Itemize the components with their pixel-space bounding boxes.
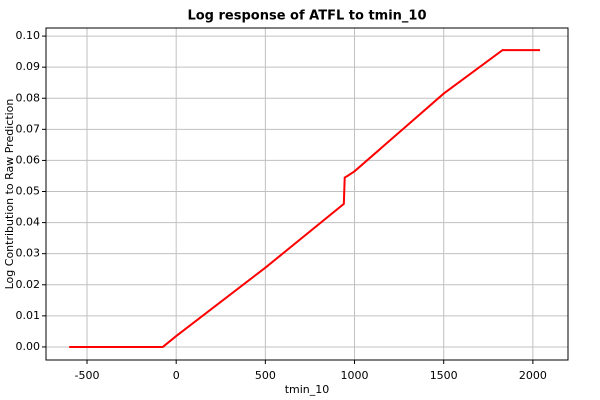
x-tick-label: 1000: [341, 369, 369, 382]
y-tick-label: 0.00: [16, 340, 41, 353]
x-tick-label: -500: [75, 369, 100, 382]
data-line: [69, 49, 541, 348]
y-tick-label: 0.05: [16, 185, 41, 198]
y-tick-label: 0.07: [16, 122, 41, 135]
y-tick-label: 0.04: [16, 216, 41, 229]
plot-frame: [45, 27, 569, 361]
y-axis-label: Log Contribution to Raw Prediction: [3, 99, 16, 290]
x-axis-label: tmin_10: [285, 383, 330, 396]
y-tick-label: 0.01: [16, 309, 41, 322]
x-tick-label: 500: [255, 369, 276, 382]
chart-title: Log response of ATFL to tmin_10: [187, 9, 426, 24]
y-tick-label: 0.10: [16, 29, 41, 42]
x-tick-label: 2000: [519, 369, 547, 382]
x-tick-label: 0: [173, 369, 180, 382]
y-tick-label: 0.06: [16, 153, 41, 166]
y-tick-label: 0.09: [16, 60, 41, 73]
y-tick-label: 0.02: [16, 278, 41, 291]
x-tick-label: 1500: [430, 369, 458, 382]
y-tick-label: 0.03: [16, 247, 41, 260]
y-tick-label: 0.08: [16, 91, 41, 104]
